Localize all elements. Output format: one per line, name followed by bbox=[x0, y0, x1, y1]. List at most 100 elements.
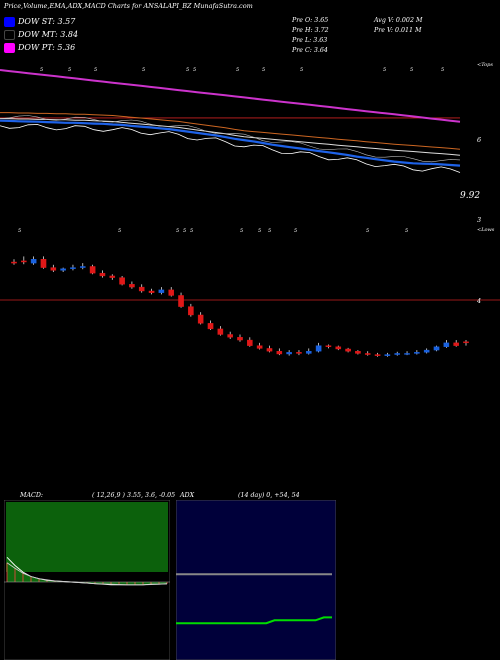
candle-body bbox=[355, 351, 361, 354]
candle-body bbox=[138, 286, 145, 292]
candle-body bbox=[296, 352, 302, 354]
candle-body bbox=[325, 345, 332, 347]
date-marker-top: 5 bbox=[186, 67, 189, 73]
candle-body bbox=[286, 352, 292, 355]
candle-body bbox=[11, 261, 17, 264]
legend-item-dow-mt: DOW MT: 3.84 bbox=[4, 30, 84, 42]
macd-upper-bg bbox=[6, 502, 168, 572]
date-marker-top: 5 bbox=[383, 67, 386, 73]
price-chart-svg: 5 5 5 5 5 5 5 5 5 5 5 55 5 5 5 5 5 5 5 5 5 5 <Tops69.923<Lows… bbox=[0, 62, 500, 357]
candle-body bbox=[247, 339, 253, 346]
candle-body bbox=[40, 259, 47, 268]
macd-label: MACD: bbox=[20, 492, 43, 499]
date-marker-bottom: 5 bbox=[18, 228, 21, 234]
candle-body bbox=[335, 346, 342, 350]
adx-panel bbox=[176, 500, 336, 660]
ema-line-dow-pt bbox=[0, 69, 461, 123]
ema-line-dow-st bbox=[0, 119, 461, 167]
legend-swatch-mt bbox=[4, 30, 15, 40]
candle-body bbox=[50, 267, 57, 271]
candle-body bbox=[21, 260, 27, 263]
legend-swatch-pt bbox=[4, 43, 15, 53]
date-marker-bottom: 5 bbox=[366, 228, 369, 234]
date-marker-bottom: 5 bbox=[268, 228, 271, 234]
axis-value-label: 9.92 bbox=[460, 191, 480, 201]
price-close-line bbox=[0, 124, 461, 173]
candle-body bbox=[79, 266, 86, 268]
stat-prev-open: Pre O: 3.65 bbox=[292, 17, 329, 24]
candle-body bbox=[99, 272, 106, 277]
candle-body bbox=[463, 341, 469, 344]
candle-body bbox=[188, 306, 194, 316]
adx-plot bbox=[176, 573, 332, 625]
date-marker-bottom: 5 bbox=[183, 228, 186, 234]
candle-body bbox=[178, 295, 184, 307]
candle-body bbox=[148, 290, 155, 293]
date-marker-bottom: 5 bbox=[294, 228, 297, 234]
macd-line-signal bbox=[6, 562, 168, 586]
candle-body bbox=[158, 289, 165, 293]
candle-body bbox=[364, 353, 371, 355]
date-marker-top: 5 bbox=[40, 67, 43, 73]
candle-body bbox=[345, 348, 351, 352]
candle-body bbox=[60, 268, 66, 271]
legend-swatch-st bbox=[4, 17, 15, 27]
date-marker-top: 5 bbox=[410, 67, 413, 73]
date-marker-top: 5 bbox=[300, 67, 303, 73]
axis-tick-6: 6 bbox=[477, 136, 481, 144]
date-marker-top: 5 bbox=[68, 67, 71, 73]
date-marker-bottom: 5 bbox=[118, 228, 121, 234]
chart-title: Price,Volume,EMA,ADX,MACD Charts for ANS… bbox=[4, 2, 253, 10]
date-marker-bottom: 5 bbox=[405, 228, 408, 234]
ema-line-dow-mt bbox=[0, 118, 461, 156]
candle-body bbox=[433, 346, 440, 351]
candle-body bbox=[70, 267, 76, 269]
candle-body bbox=[374, 354, 381, 356]
axis-tick-3: 3 bbox=[477, 216, 481, 224]
stat-prev-high: Pre H: 3.72 bbox=[292, 27, 329, 34]
candle-body bbox=[207, 323, 214, 330]
candle-body bbox=[276, 351, 283, 355]
legend-label-pt: DOW PT: 5.36 bbox=[18, 43, 76, 52]
legend-label-st: DOW ST: 3.57 bbox=[18, 17, 76, 26]
candle-panel bbox=[0, 256, 500, 357]
macd-plot bbox=[4, 502, 170, 586]
stat-prev-close: Pre C: 3.64 bbox=[292, 47, 328, 54]
legend-item-dow-st: DOW ST: 3.57 bbox=[4, 17, 84, 29]
date-marker-top: 5 bbox=[193, 67, 196, 73]
date-marker-top: 5 bbox=[262, 67, 265, 73]
stat-avg-volume: Avg V: 0.002 M bbox=[374, 17, 423, 24]
ema-line-short bbox=[0, 115, 461, 163]
axis-tick-4: 4 bbox=[476, 297, 481, 305]
ema-panel: 5 5 5 5 5 5 5 5 5 5 5 55 5 5 5 5 5 5 5 5 5 5 bbox=[0, 67, 461, 234]
date-marker-bottom: 5 bbox=[190, 228, 193, 234]
candle-body bbox=[423, 349, 430, 353]
macd-panel bbox=[4, 500, 170, 660]
stat-prev-low: Pre L: 3.63 bbox=[292, 37, 328, 44]
candle-body bbox=[197, 314, 204, 324]
candle-body bbox=[168, 289, 175, 296]
candle-body bbox=[109, 275, 116, 278]
candle-body bbox=[217, 328, 224, 335]
candle-body bbox=[404, 353, 410, 355]
candle-body bbox=[266, 348, 273, 352]
adx-params: (14 day) 0, +54, 54 bbox=[238, 492, 300, 499]
adx-frame bbox=[176, 500, 336, 660]
date-marker-bottom: 5 bbox=[258, 228, 261, 234]
candle-body bbox=[129, 284, 135, 288]
macd-params: ( 12,26,9 ) 3.55, 3.6, -0.05 bbox=[92, 492, 176, 499]
date-marker-top: 5 bbox=[94, 67, 97, 73]
candle-body bbox=[443, 342, 450, 347]
candle-body bbox=[89, 266, 96, 274]
candle-body bbox=[227, 334, 233, 338]
candle-body bbox=[305, 351, 312, 354]
candle-body bbox=[30, 259, 37, 264]
date-marker-top: 5 bbox=[441, 67, 444, 73]
price-axis-labels: <Tops 6 9.92 3 <Lows 4 bbox=[460, 62, 495, 305]
stat-prev-volume: Pre V: 0.011 M bbox=[374, 27, 422, 34]
candle-body bbox=[119, 277, 125, 285]
adx-label: ADX bbox=[180, 492, 195, 499]
candle-body bbox=[256, 345, 263, 349]
candle-body bbox=[414, 352, 420, 354]
date-marker-bottom: 5 bbox=[240, 228, 243, 234]
